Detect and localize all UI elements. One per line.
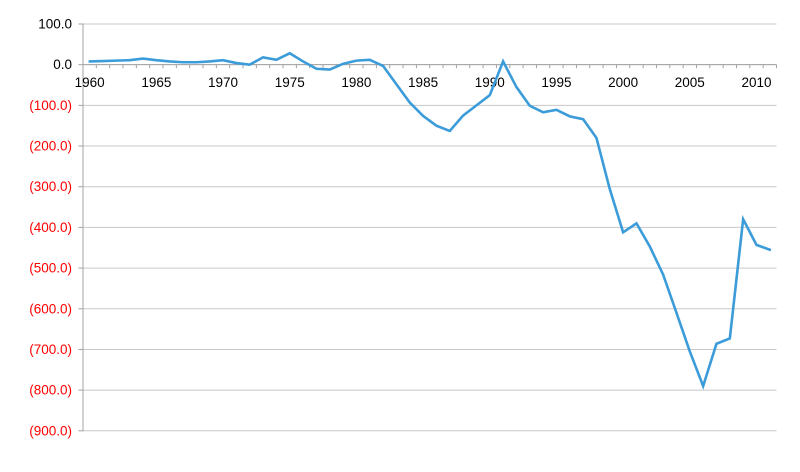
x-axis-tick-label: 1975: [275, 75, 305, 90]
x-axis-tick-label: 1960: [75, 75, 105, 90]
y-axis-tick-label: (400.0): [29, 220, 72, 235]
x-axis-tick-label: 1995: [541, 75, 571, 90]
x-axis-tick-label: 1985: [408, 75, 438, 90]
x-axis-tick-label: 1990: [475, 75, 505, 90]
y-axis-tick-label: (900.0): [29, 423, 72, 438]
y-axis-tick-label: 0.0: [53, 57, 72, 72]
y-axis-tick-label: (100.0): [29, 98, 72, 113]
y-axis-tick-label: (800.0): [29, 383, 72, 398]
x-axis-tick-label: 1980: [341, 75, 371, 90]
x-axis-tick-label: 1970: [208, 75, 238, 90]
y-axis-tick-label: (300.0): [29, 179, 72, 194]
y-axis-tick-label: (500.0): [29, 261, 72, 276]
x-axis-tick-label: 2000: [608, 75, 638, 90]
x-axis-tick-label: 2010: [741, 75, 771, 90]
x-axis-tick-label: 2005: [675, 75, 705, 90]
y-axis-tick-label: 100.0: [38, 17, 72, 32]
y-axis-tick-label: (200.0): [29, 139, 72, 154]
data-series-line: [88, 51, 772, 390]
x-axis-tick-label: 1965: [141, 75, 171, 90]
y-axis-tick-label: (700.0): [29, 342, 72, 357]
y-axis-tick-label: (600.0): [29, 301, 72, 316]
